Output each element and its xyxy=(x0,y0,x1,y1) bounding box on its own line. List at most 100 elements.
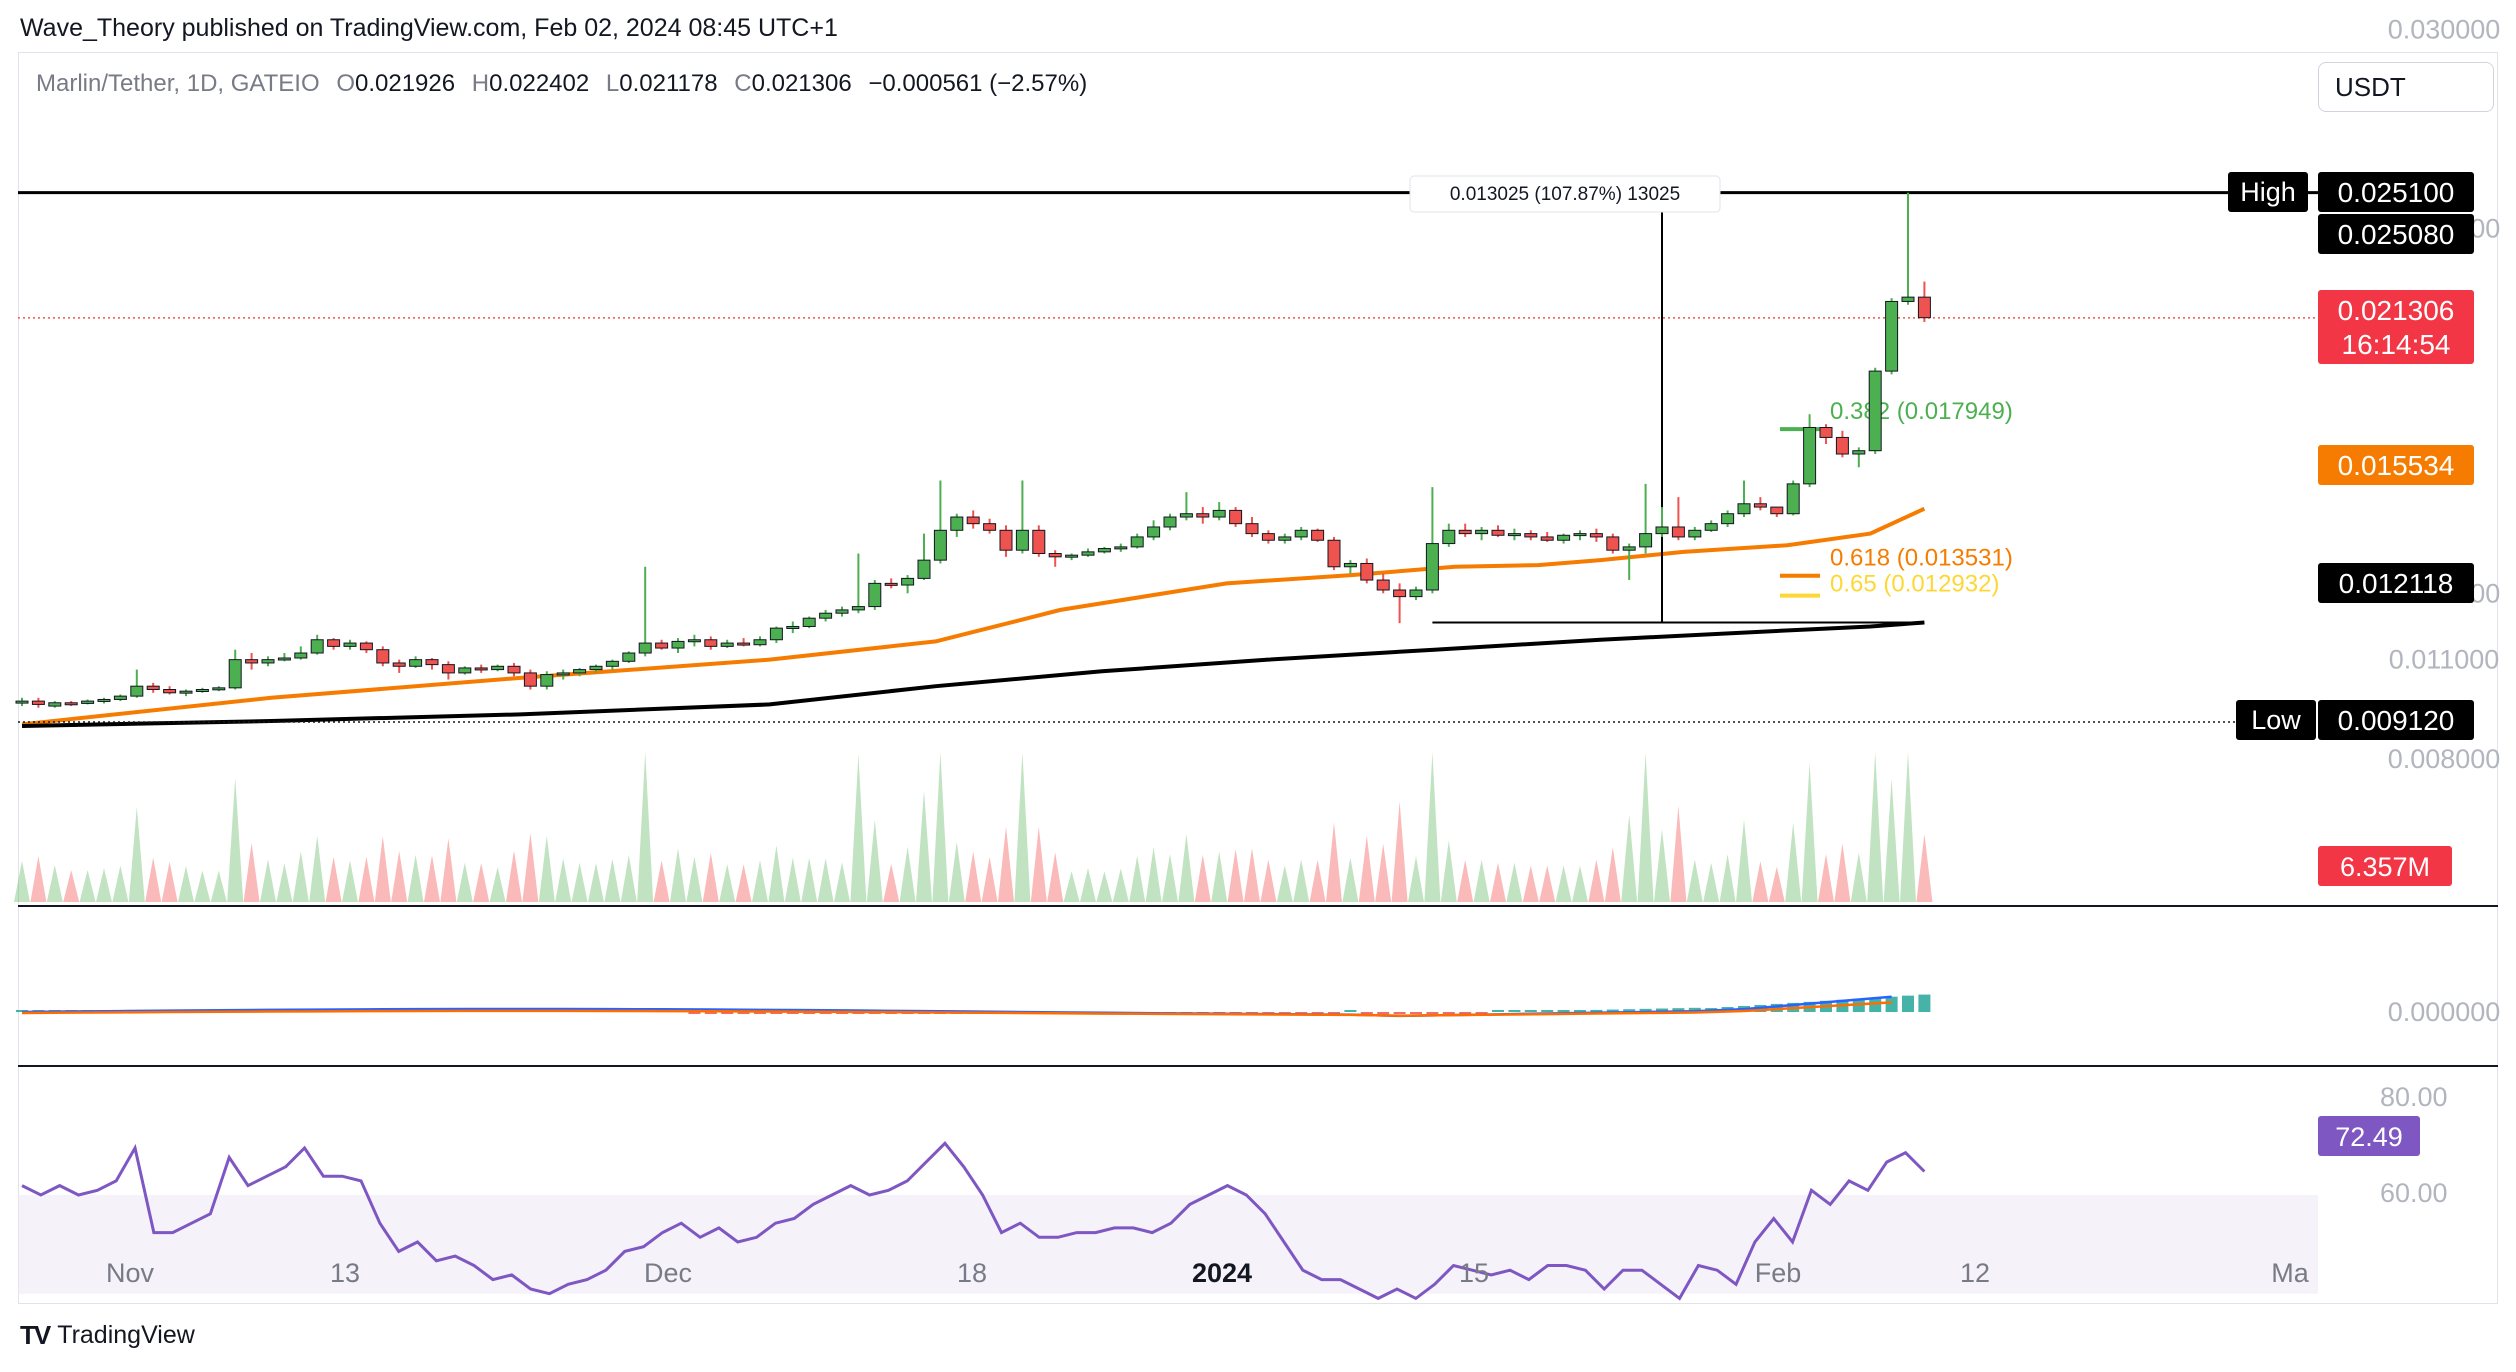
volume-mark xyxy=(112,865,129,902)
candle xyxy=(113,694,127,702)
candle xyxy=(1803,414,1817,488)
signal-line xyxy=(21,1001,1892,1017)
candle-body xyxy=(540,674,554,687)
volume-mark xyxy=(1030,826,1047,902)
volume-mark xyxy=(1801,762,1818,902)
candle-body xyxy=(999,529,1013,551)
candle-body xyxy=(1835,436,1849,455)
candle-body xyxy=(491,665,505,671)
macd-histogram-bar xyxy=(1344,1010,1357,1012)
candle-body xyxy=(376,649,390,664)
candle-body xyxy=(1589,533,1603,538)
candle-body xyxy=(392,662,406,667)
candle xyxy=(359,641,373,654)
candle xyxy=(261,656,275,667)
volume-mark xyxy=(817,858,834,902)
macd-histogram-bar xyxy=(1590,1009,1603,1012)
candle-body xyxy=(1097,548,1111,553)
candle-body xyxy=(195,688,209,692)
candle-body xyxy=(1048,553,1062,558)
close-label: C xyxy=(734,70,752,97)
macd-histogram-bar xyxy=(1426,1012,1439,1014)
volume-mark xyxy=(1408,856,1424,902)
volume-mark xyxy=(784,857,801,902)
rsi-line xyxy=(21,1141,1926,1301)
volume-mark xyxy=(243,843,260,902)
candle-body xyxy=(441,664,455,674)
time-axis-label: 2024 xyxy=(1192,1258,1252,1288)
ema50-line xyxy=(21,506,1926,727)
candle-body xyxy=(146,685,160,690)
price-axis-label: 0.008000 xyxy=(2388,744,2501,774)
price-scale-value: 0.012118 xyxy=(2339,568,2454,599)
candle-body xyxy=(523,672,537,687)
volume-mark xyxy=(1736,819,1752,902)
candle xyxy=(1442,523,1456,547)
candle xyxy=(671,638,685,654)
macd-histogram-bar xyxy=(688,1012,701,1014)
volume-mark xyxy=(522,833,539,902)
candle xyxy=(1114,543,1128,552)
candle xyxy=(1196,507,1210,524)
candle xyxy=(1311,528,1325,542)
candle-body xyxy=(48,702,62,707)
volume-mark xyxy=(899,846,916,902)
price-scale-tag xyxy=(2318,700,2474,740)
candle xyxy=(1786,480,1800,516)
candle xyxy=(392,659,406,673)
candle-body xyxy=(1868,370,1882,452)
candle-body xyxy=(228,659,242,689)
volume-mark xyxy=(1768,866,1785,902)
currency-button[interactable]: USDT xyxy=(2318,62,2494,112)
volume-mark xyxy=(866,819,883,902)
candle xyxy=(1376,573,1390,594)
volume-mark xyxy=(1654,829,1670,902)
volume-mark xyxy=(1391,801,1408,902)
candle xyxy=(1343,560,1357,574)
volume-mark xyxy=(292,851,309,902)
volume-mark xyxy=(1850,852,1867,902)
macd-histogram-bar xyxy=(1524,1010,1537,1012)
candle xyxy=(507,662,521,677)
drawn-levels: 0.013025 (107.87%) 13025 0.382 (0.017949)… xyxy=(18,175,2320,723)
candle-body xyxy=(1360,562,1374,581)
volume-mark xyxy=(1326,822,1342,902)
price-scale-tag xyxy=(2318,290,2474,364)
candle-body xyxy=(1442,529,1456,545)
volume-mark xyxy=(1473,859,1490,902)
macd-histogram-bar xyxy=(1606,1009,1619,1012)
volume-mark xyxy=(932,752,949,902)
candle-body xyxy=(737,642,751,646)
candle xyxy=(64,701,78,707)
ema200-line xyxy=(21,620,1925,728)
candle-body xyxy=(1475,529,1489,535)
candle xyxy=(1917,281,1931,323)
macd-histogram-bar xyxy=(1475,1012,1488,1014)
price-scale-value: 0.009120 xyxy=(2338,705,2455,736)
volume-mark xyxy=(1867,752,1884,902)
candle xyxy=(1737,480,1751,518)
volume-mark xyxy=(1555,865,1572,902)
candle-body xyxy=(1278,536,1292,541)
candle xyxy=(1901,192,1915,305)
volume-mark xyxy=(63,870,80,902)
candle-body xyxy=(966,516,980,525)
candle-body xyxy=(81,700,95,704)
candle-body xyxy=(1425,543,1439,591)
rsi-axis-label: 80.00 xyxy=(2380,1082,2448,1112)
tradingview-logo[interactable]: TV TradingView xyxy=(20,1320,195,1351)
volume-mark xyxy=(128,806,145,902)
candle xyxy=(901,575,915,594)
volume-mark xyxy=(1194,854,1211,902)
candle xyxy=(1770,506,1784,518)
candle-body xyxy=(212,687,226,691)
candle-body xyxy=(163,688,177,694)
volume-mark xyxy=(374,836,391,902)
volume-mark xyxy=(161,861,178,902)
candle xyxy=(966,510,980,529)
candle xyxy=(441,661,455,680)
candle-body xyxy=(1245,523,1259,535)
candle-body xyxy=(1639,533,1653,548)
measure-label: 0.013025 (107.87%) 13025 xyxy=(1450,184,1680,205)
